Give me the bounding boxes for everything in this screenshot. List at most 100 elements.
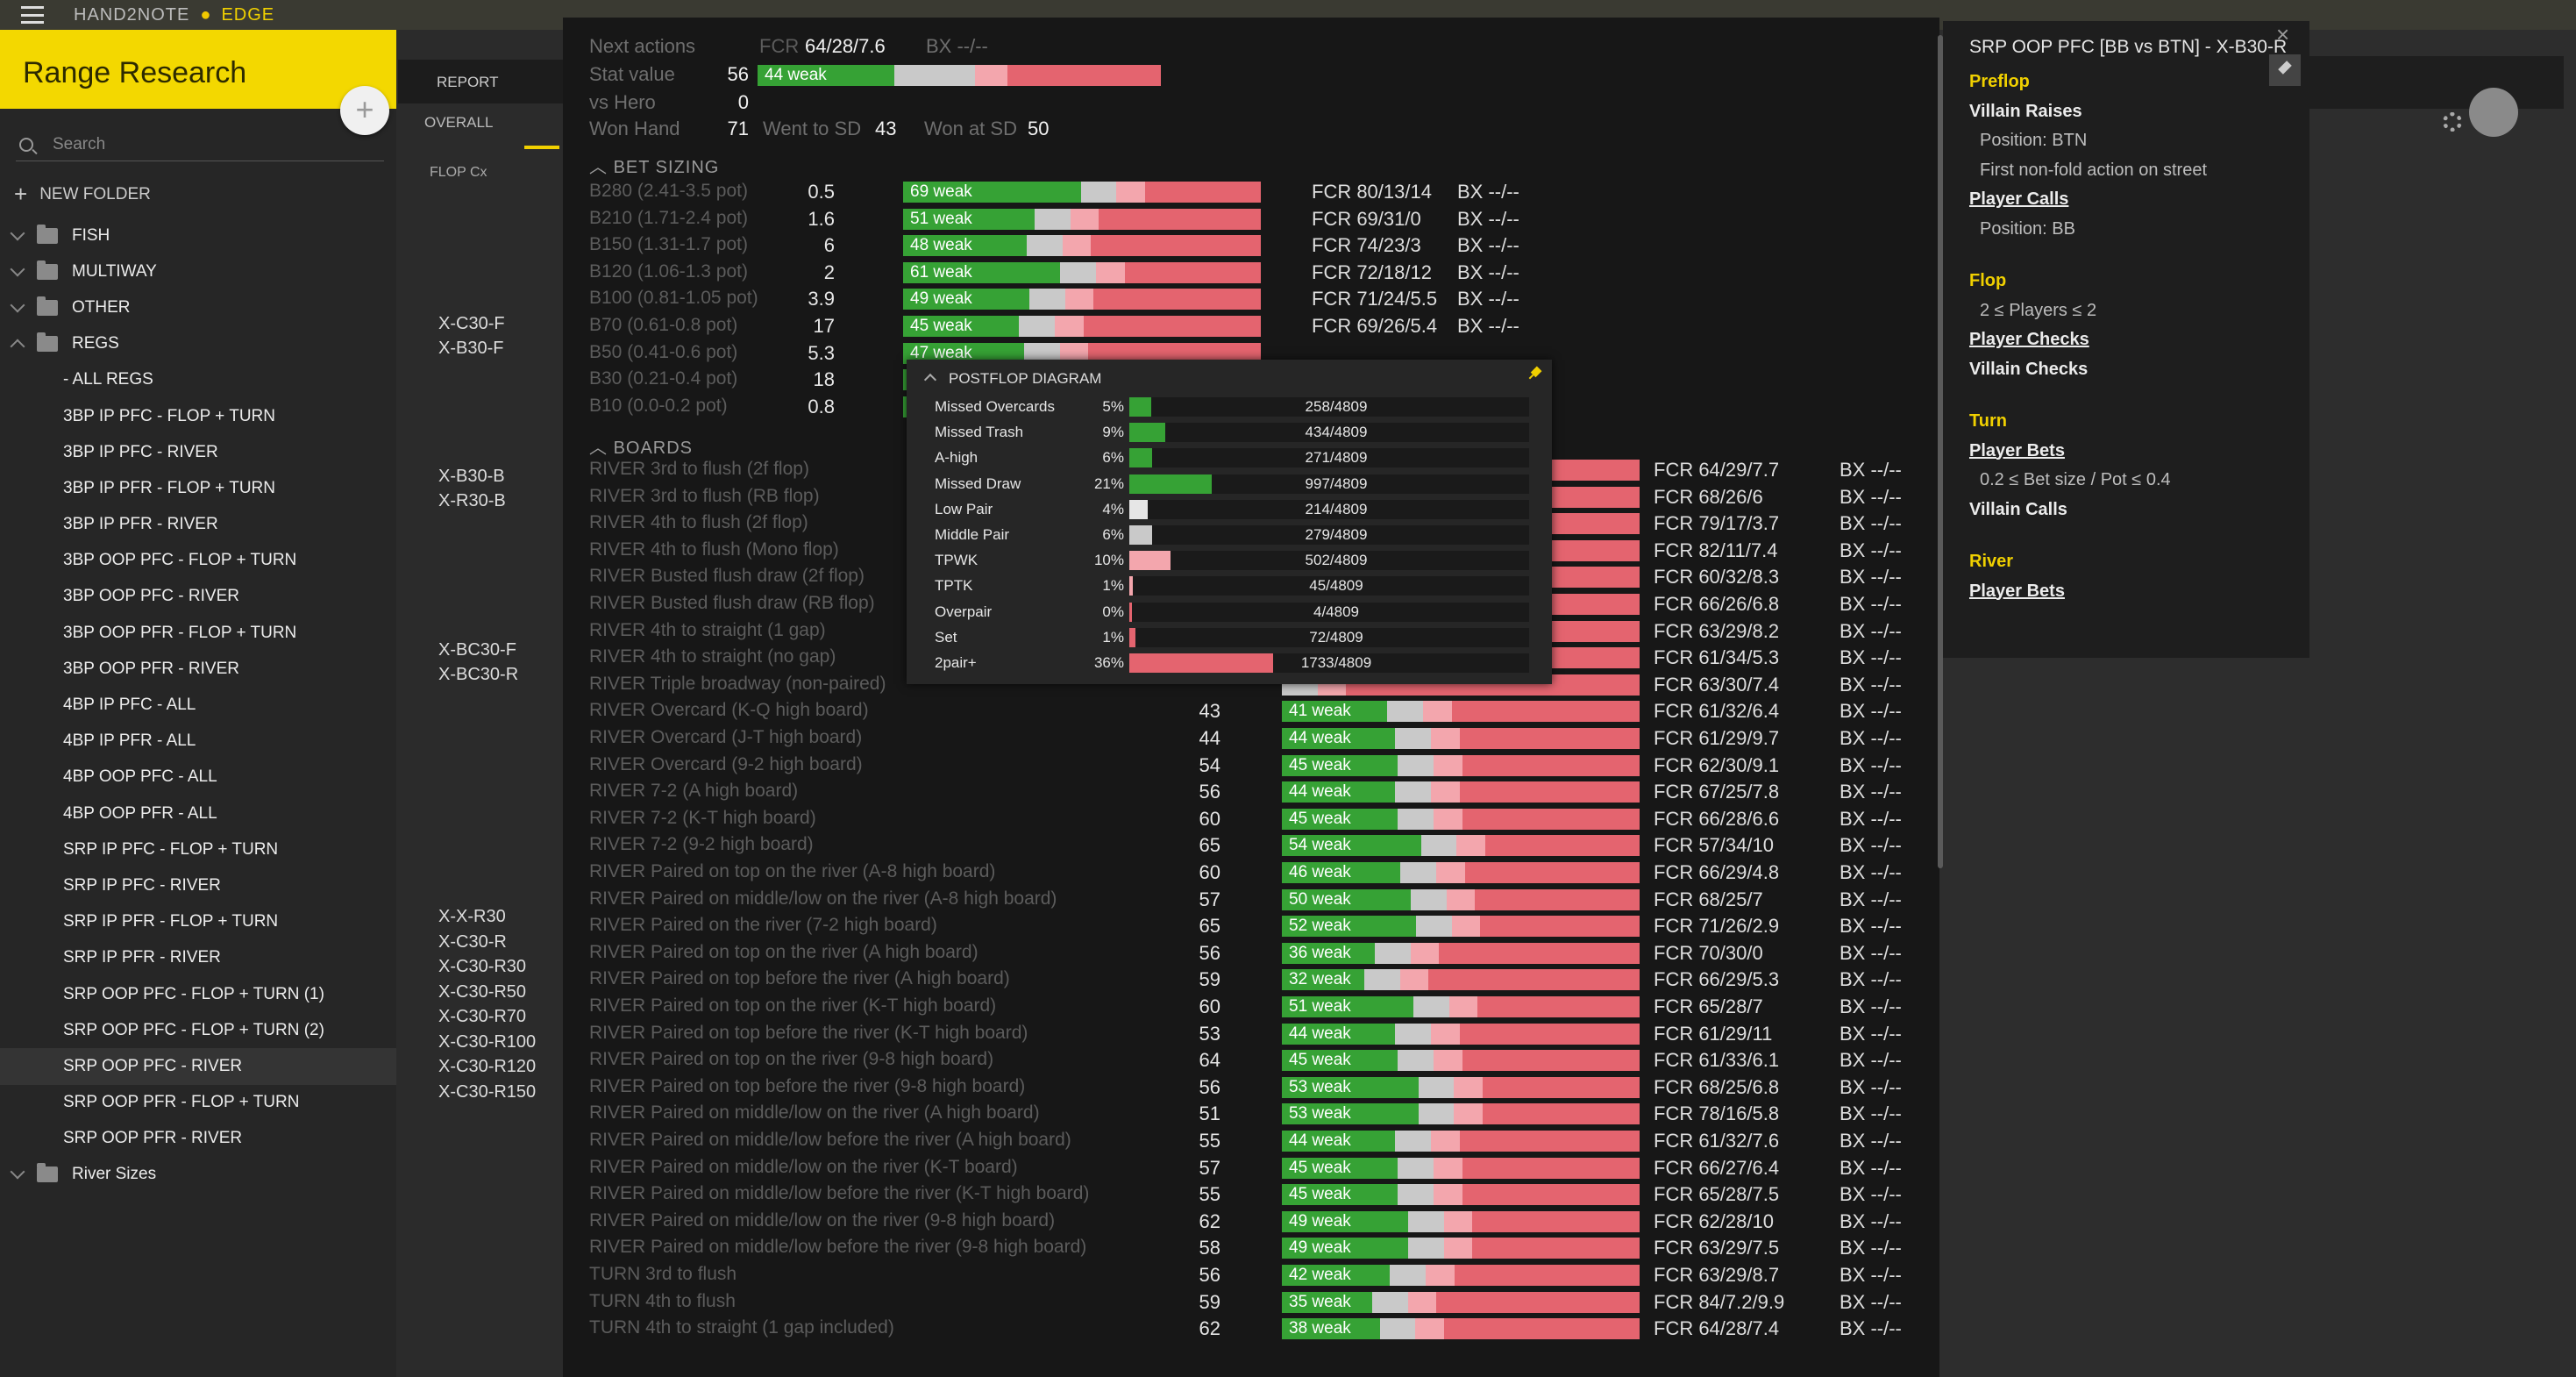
line-label[interactable]: X-B30-B — [438, 467, 505, 486]
saved-line-item[interactable]: 3BP IP PFR - FLOP + TURN — [0, 470, 396, 506]
close-icon[interactable]: × — [2276, 21, 2290, 47]
saved-line-item[interactable]: - ALL REGS — [0, 362, 396, 398]
scrollbar[interactable] — [1938, 35, 1943, 868]
filter-condition: 0.2 ≤ Bet size / Pot ≤ 0.4 — [1980, 470, 2171, 489]
saved-line-item[interactable]: 4BP IP PFR - ALL — [0, 724, 396, 760]
saved-line-item[interactable]: 3BP OOP PFR - RIVER — [0, 651, 396, 687]
add-button[interactable]: + — [340, 86, 389, 135]
strength-bar: 35 weak — [1282, 1291, 1640, 1313]
chevron-up-icon[interactable] — [923, 373, 937, 387]
hand-class-bar — [1129, 602, 1529, 622]
row-sample-value: 6 — [823, 234, 835, 257]
search-input[interactable] — [53, 134, 368, 154]
chevron-down-icon[interactable] — [10, 261, 25, 277]
bet-sizing-header[interactable]: ︿ BET SIZING — [589, 153, 719, 178]
boards-header[interactable]: ︿ BOARDS — [589, 433, 693, 459]
row-fcr: FCR 61/33/6.1 — [1654, 1049, 1780, 1072]
menu-icon[interactable] — [21, 6, 44, 24]
saved-line-item[interactable]: SRP OOP PFC - FLOP + TURN (2) — [0, 1012, 396, 1048]
filter-action[interactable]: Player Checks — [1969, 330, 2089, 349]
postflop-row[interactable]: TPTK 1% 45/4809 — [907, 574, 1552, 599]
postflop-row[interactable]: Middle Pair 6% 279/4809 — [907, 523, 1552, 548]
line-label[interactable]: X-BC30-F — [438, 640, 516, 660]
tab-report[interactable]: REPORT — [398, 60, 565, 103]
chevron-down-icon[interactable] — [10, 1164, 25, 1180]
line-label[interactable]: X-C30-R120 — [438, 1057, 537, 1076]
strength-bar-label: 44 weak — [1289, 782, 1351, 802]
gear-icon[interactable] — [2443, 112, 2462, 132]
line-label[interactable]: X-R30-B — [438, 491, 506, 510]
row-bx: BX --/-- — [1839, 700, 1902, 723]
tree-item-label: SRP IP PFR - RIVER — [63, 948, 221, 967]
saved-line-item[interactable]: SRP IP PFR - RIVER — [0, 940, 396, 976]
strength-bar-label: 36 weak — [1289, 943, 1351, 962]
saved-line-item[interactable]: 3BP OOP PFC - FLOP + TURN — [0, 543, 396, 579]
brand-dot-icon: ● — [200, 4, 211, 25]
saved-line-item[interactable]: 4BP OOP PFR - ALL — [0, 796, 396, 831]
saved-line-item[interactable]: SRP IP PFC - RIVER — [0, 867, 396, 903]
postflop-row[interactable]: A-high 6% 271/4809 — [907, 446, 1552, 471]
row-label: RIVER Overcard (9-2 high board) — [589, 753, 863, 774]
line-label[interactable]: X-B30-F — [438, 339, 504, 358]
stat-value-label: Stat value — [589, 63, 675, 85]
saved-line-item[interactable]: 3BP OOP PFC - RIVER — [0, 579, 396, 615]
line-label[interactable]: X-C30-R50 — [438, 981, 527, 1002]
tree-item-label: FISH — [72, 225, 110, 245]
postflop-row[interactable]: Missed Overcards 5% 258/4809 — [907, 395, 1552, 420]
line-label[interactable]: X-C30-R70 — [438, 1007, 527, 1026]
folder-item[interactable]: REGS — [0, 326, 396, 362]
postflop-row[interactable]: Set 1% 72/4809 — [907, 625, 1552, 651]
saved-line-item[interactable]: 4BP IP PFC - ALL — [0, 687, 396, 723]
row-bx: BX --/-- — [1839, 781, 1902, 803]
line-label[interactable]: X-C30-R150 — [438, 1081, 537, 1102]
line-label[interactable]: X-X-R30 — [438, 907, 506, 926]
filter-action[interactable]: Player Bets — [1969, 581, 2065, 601]
tree-item-label: 4BP OOP PFC - ALL — [63, 767, 217, 787]
row-bx: BX --/-- — [1457, 288, 1519, 310]
folder-item[interactable]: River Sizes — [0, 1157, 396, 1193]
folder-item[interactable]: OTHER — [0, 289, 396, 325]
saved-line-item[interactable]: SRP OOP PFR - FLOP + TURN — [0, 1085, 396, 1121]
postflop-row[interactable]: Missed Trash 9% 434/4809 — [907, 420, 1552, 446]
avatar[interactable] — [2469, 88, 2518, 137]
postflop-row[interactable]: Overpair 0% 4/4809 — [907, 600, 1552, 625]
saved-line-item[interactable]: SRP OOP PFR - RIVER — [0, 1121, 396, 1157]
saved-line-item[interactable]: SRP IP PFC - FLOP + TURN — [0, 831, 396, 867]
postflop-row[interactable]: Missed Draw 21% 997/4809 — [907, 472, 1552, 497]
strength-bar-label: 38 weak — [1289, 1319, 1351, 1338]
filter-action[interactable]: Player Bets — [1969, 440, 2065, 460]
saved-line-item[interactable]: SRP IP PFR - FLOP + TURN — [0, 904, 396, 940]
postflop-row[interactable]: Low Pair 4% 214/4809 — [907, 497, 1552, 523]
tab-overall[interactable]: OVERALL — [424, 114, 494, 131]
saved-line-item[interactable]: 3BP IP PFC - RIVER — [0, 434, 396, 470]
line-label[interactable]: X-C30-R100 — [438, 1031, 537, 1052]
folder-item[interactable]: FISH — [0, 218, 396, 253]
postflop-row[interactable]: TPWK 10% 502/4809 — [907, 548, 1552, 574]
row-sample-value: 56 — [1199, 1264, 1220, 1286]
pin-icon[interactable] — [1525, 364, 1545, 384]
chevron-down-icon[interactable] — [10, 225, 25, 241]
tree-item-label: OTHER — [72, 297, 131, 317]
saved-line-item[interactable]: 3BP IP PFC - FLOP + TURN — [0, 398, 396, 434]
folder-item[interactable]: MULTIWAY — [0, 253, 396, 289]
postflop-row[interactable]: 2pair+ 36% 1733/4809 — [907, 651, 1552, 676]
chevron-up-icon[interactable] — [10, 339, 25, 354]
filter-action[interactable]: Player Calls — [1969, 189, 2069, 209]
saved-line-item[interactable]: 3BP IP PFR - RIVER — [0, 507, 396, 543]
saved-line-item[interactable]: 3BP OOP PFR - FLOP + TURN — [0, 615, 396, 651]
saved-line-item[interactable]: SRP OOP PFC - FLOP + TURN (1) — [0, 976, 396, 1012]
line-label[interactable]: X-C30-F — [438, 314, 505, 333]
report-panel — [396, 30, 563, 1377]
line-label[interactable]: X-BC30-R — [438, 665, 519, 684]
saved-line-item[interactable]: SRP OOP PFC - RIVER — [0, 1048, 396, 1085]
line-label[interactable]: X-C30-R30 — [438, 957, 527, 976]
saved-line-item[interactable]: 4BP OOP PFC - ALL — [0, 760, 396, 796]
strength-bar: 45 weak — [1282, 808, 1640, 830]
line-label[interactable]: X-C30-R — [438, 931, 507, 952]
search-box — [16, 128, 384, 161]
pin-icon[interactable] — [2269, 54, 2301, 86]
new-folder-button[interactable]: + NEW FOLDER — [14, 181, 151, 208]
row-sample-value: 55 — [1199, 1130, 1220, 1152]
chevron-down-icon[interactable] — [10, 297, 25, 313]
strength-bar: 45 weak — [903, 316, 1261, 337]
